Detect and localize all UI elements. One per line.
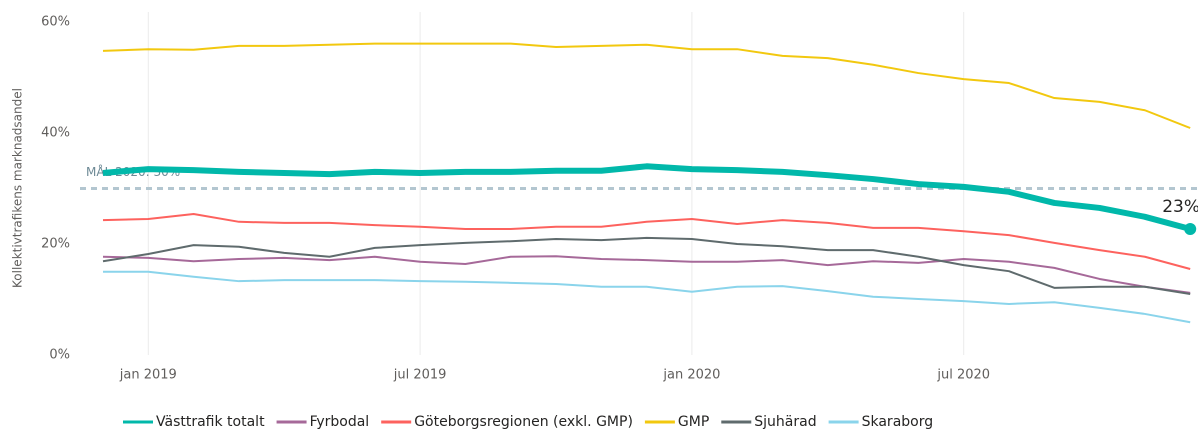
series-line <box>103 270 1191 324</box>
series-line <box>102 236 1191 295</box>
x-tick-label: jan 2019 <box>119 368 177 383</box>
y-tick-label: 40% <box>41 126 70 141</box>
legend-label: Göteborgsregionen (exkl. GMP) <box>414 414 633 430</box>
series-line <box>102 213 1191 270</box>
y-tick-label: 0% <box>49 348 70 363</box>
series-line <box>102 163 1191 232</box>
end-marker <box>1184 223 1197 236</box>
series-line <box>102 42 1191 129</box>
x-tick-label: jul 2020 <box>936 368 990 383</box>
x-tick-label: jul 2019 <box>393 368 447 383</box>
series-line <box>102 255 1191 294</box>
y-tick-label: 60% <box>41 15 70 30</box>
x-tick-label: jan 2020 <box>662 368 720 383</box>
data-label: 23% <box>1162 197 1198 217</box>
y-tick-label: 20% <box>41 237 70 252</box>
y-axis-title: Kollektivtrafikens marknadsandel <box>11 88 25 288</box>
legend-label: Sjuhärad <box>754 414 816 430</box>
legend-label: Västtrafik totalt <box>156 414 265 430</box>
legend-label: GMP <box>678 414 709 430</box>
legend-label: Fyrbodal <box>310 414 370 430</box>
legend-label: Skaraborg <box>862 414 934 430</box>
